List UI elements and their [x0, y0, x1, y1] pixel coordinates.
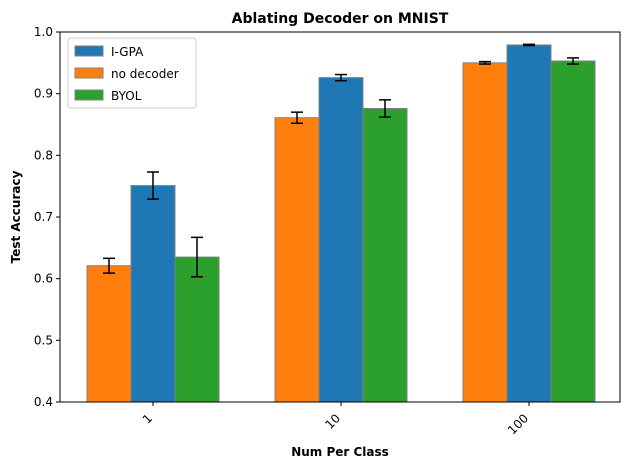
y-tick-label: 0.6 [34, 272, 53, 286]
legend-swatch [74, 67, 104, 79]
legend-entry-i-gpa: I-GPA [74, 45, 144, 59]
bar-i-gpa-1 [130, 185, 176, 403]
bars-group [86, 44, 596, 403]
x-tick-label: 10 [322, 411, 343, 432]
legend-label: no decoder [111, 67, 179, 81]
error-bar-i-gpa-1 [147, 171, 159, 200]
bar-i-gpa-100 [506, 44, 552, 403]
error-bar-i-gpa-10 [335, 73, 347, 82]
y-axis-ticks: 0.4 0.5 0.6 0.7 0.8 0.9 1.0 [34, 25, 60, 409]
x-tick-label: 100 [505, 411, 531, 437]
x-axis-ticks: 1 10 100 [140, 402, 531, 437]
bar-byol-100 [550, 60, 596, 403]
legend-label: I-GPA [111, 45, 144, 59]
legend-entry-byol: BYOL [74, 89, 142, 103]
y-tick-label: 0.5 [34, 333, 53, 347]
y-tick-label: 1.0 [34, 25, 53, 39]
y-tick-label: 0.9 [34, 87, 53, 101]
x-tick-label: 1 [140, 411, 155, 426]
bar-no-decoder-1 [86, 265, 132, 403]
plot-frame [59, 31, 621, 403]
y-tick-label: 0.4 [34, 395, 53, 409]
error-bar-byol-100 [567, 57, 579, 65]
error-bar-no-decoder-100 [479, 60, 491, 65]
legend-swatch [74, 45, 104, 57]
legend-label: BYOL [111, 89, 142, 103]
legend-swatch [74, 89, 104, 101]
error-bar-byol-10 [379, 99, 391, 118]
chart-title: Ablating Decoder on MNIST [232, 11, 449, 27]
y-tick-label: 0.8 [34, 148, 53, 162]
bar-byol-1 [174, 256, 220, 403]
bar-no-decoder-100 [462, 62, 508, 403]
y-tick-label: 0.7 [34, 210, 53, 224]
y-axis-label: Test Accuracy [9, 170, 23, 263]
error-bars-group [103, 43, 579, 278]
x-axis-label: Num Per Class [291, 445, 389, 459]
legend: I-GPA no decoder BYOL [67, 37, 197, 109]
bar-byol-10 [362, 107, 408, 403]
error-bar-i-gpa-100 [523, 43, 535, 47]
legend-entry-no-decoder: no decoder [74, 67, 179, 81]
error-bar-byol-1 [191, 236, 203, 278]
error-bar-no-decoder-1 [103, 257, 115, 274]
error-bar-no-decoder-10 [291, 111, 303, 125]
bar-i-gpa-10 [318, 77, 364, 403]
bar-no-decoder-10 [274, 117, 320, 403]
